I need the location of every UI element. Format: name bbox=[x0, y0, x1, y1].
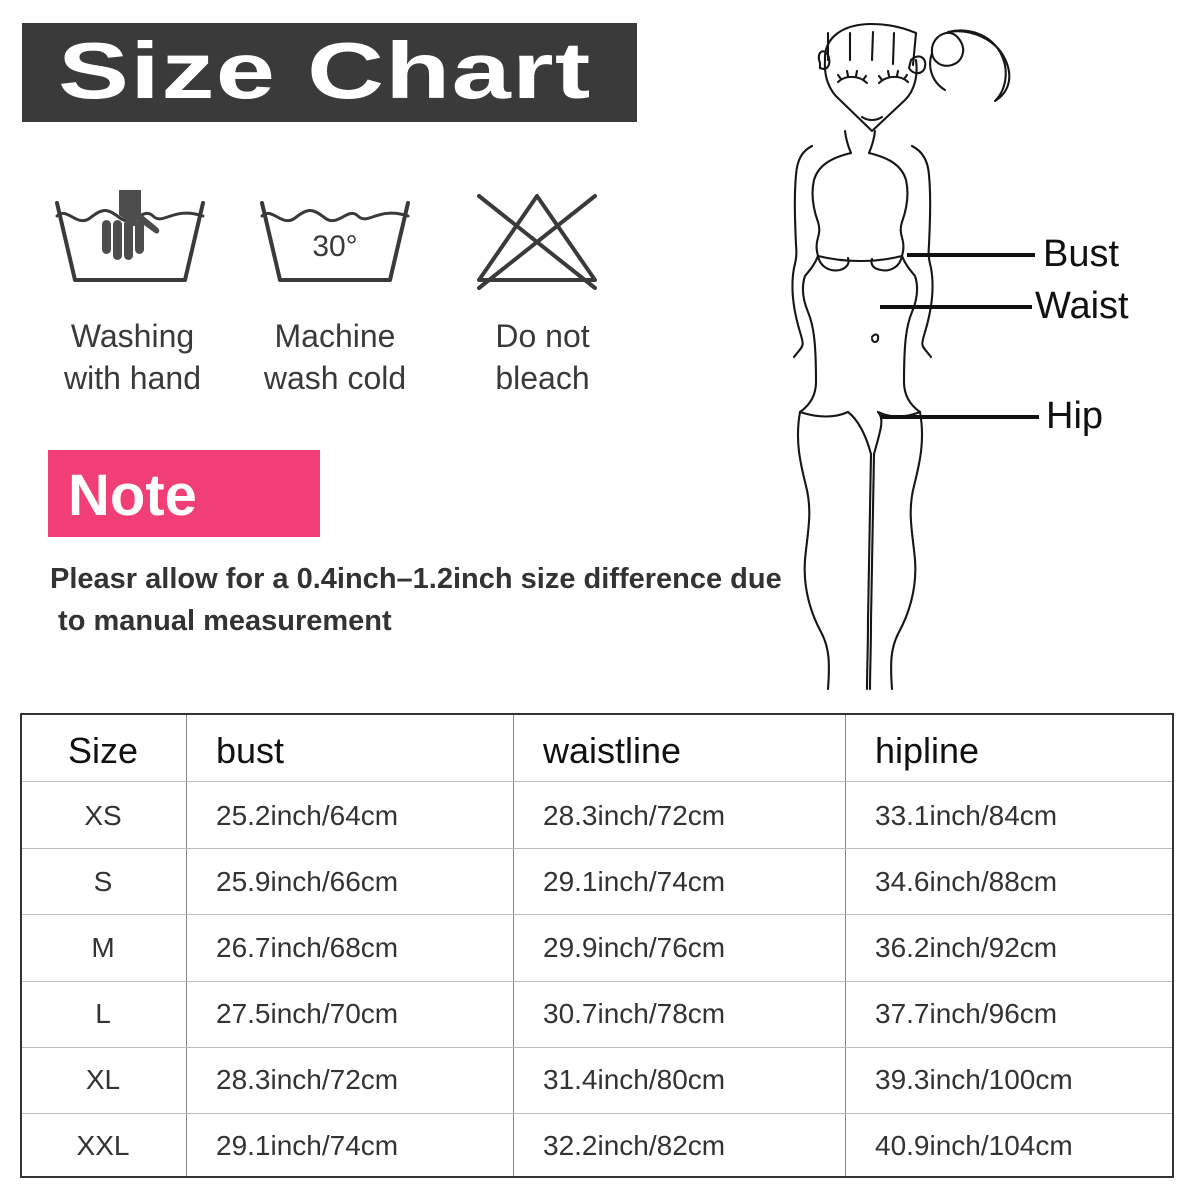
svg-text:30°: 30° bbox=[312, 230, 357, 263]
